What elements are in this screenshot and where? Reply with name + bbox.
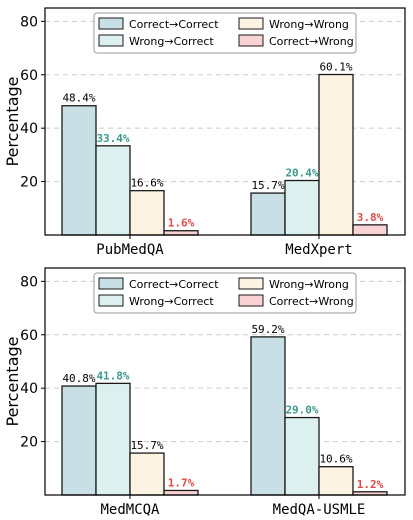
- bar: [61, 385, 97, 496]
- plot-frame: [44, 7, 406, 236]
- chart-panel-2: 20 40 60 80 Percentage 40.8% 41.8% 15.7% 1.7% Med…: [3, 267, 406, 518]
- legend: Correct→Correct Wrong→Correct Wrong→Wrong C…: [93, 12, 357, 54]
- legend-swatch: [98, 277, 124, 290]
- bar: [95, 382, 131, 496]
- y-tick-label: 60: [20, 68, 38, 84]
- data-label: 16.6%: [130, 177, 163, 190]
- data-label: 20.4%: [285, 167, 318, 180]
- legend-swatch: [238, 17, 264, 30]
- legend-box: [93, 272, 357, 314]
- bar: [318, 466, 354, 496]
- bar: [318, 73, 354, 236]
- legend: Correct→Correct Wrong→Correct Wrong→Wrong C…: [93, 272, 357, 314]
- bar: [61, 105, 97, 236]
- data-label: 29.0%: [285, 404, 318, 417]
- data-label: 48.4%: [62, 92, 95, 105]
- data-label: 1.2%: [357, 478, 384, 491]
- legend-swatch: [238, 294, 264, 307]
- y-tick-label: 40: [20, 381, 38, 397]
- data-label: 1.6%: [168, 217, 195, 230]
- legend-swatch: [98, 17, 124, 30]
- legend-label: Correct→Correct: [129, 278, 219, 291]
- x-tick-label: MedQA-USMLE: [273, 502, 366, 518]
- data-label: 15.7%: [251, 179, 284, 192]
- y-tick-label: 80: [20, 274, 38, 290]
- legend-label: Correct→Wrong: [269, 35, 354, 48]
- chart-panel-1: 20 40 60 80 Percentage 48.4% 33.4% 16.6% 1.6% Pub…: [3, 7, 406, 258]
- legend-label: Wrong→Correct: [129, 295, 214, 308]
- x-tick-label: MedMCQA: [100, 502, 160, 518]
- bar: [129, 452, 165, 496]
- legend-swatch: [98, 294, 124, 307]
- y-tick-label: 60: [20, 328, 38, 344]
- data-label: 33.4%: [96, 132, 129, 145]
- y-tick-label: 20: [20, 175, 38, 191]
- y-tick-label: 80: [20, 14, 38, 30]
- y-tick-label: 20: [20, 435, 38, 451]
- data-label: 60.1%: [319, 60, 352, 73]
- data-label: 59.2%: [251, 323, 284, 336]
- plot-frame: [44, 267, 406, 496]
- legend-label: Wrong→Wrong: [269, 18, 349, 31]
- legend-swatch: [238, 277, 264, 290]
- bar: [352, 224, 388, 236]
- bar: [250, 192, 286, 236]
- y-tick-label: 40: [20, 121, 38, 137]
- legend-label: Correct→Wrong: [269, 295, 354, 308]
- bar: [284, 179, 320, 236]
- legend-label: Correct→Correct: [129, 18, 219, 31]
- x-tick-label: PubMedQA: [96, 242, 164, 258]
- data-label: 1.7%: [168, 476, 195, 489]
- bar: [129, 190, 165, 236]
- bar: [95, 145, 131, 236]
- x-tick-label: MedXpert: [285, 242, 352, 258]
- bar: [250, 336, 286, 496]
- y-axis-label: Percentage: [3, 336, 22, 426]
- legend-label: Wrong→Correct: [129, 35, 214, 48]
- legend-swatch: [238, 34, 264, 47]
- data-label: 15.7%: [130, 439, 163, 452]
- data-label: 3.8%: [357, 211, 384, 224]
- bar: [163, 230, 199, 236]
- bar: [284, 416, 320, 496]
- data-label: 41.8%: [96, 369, 129, 382]
- data-label: 10.6%: [319, 453, 352, 466]
- y-axis-label: Percentage: [3, 76, 22, 166]
- bar: [163, 489, 199, 496]
- legend-label: Wrong→Wrong: [269, 278, 349, 291]
- legend-box: [93, 12, 357, 54]
- data-label: 40.8%: [62, 372, 95, 385]
- legend-swatch: [98, 34, 124, 47]
